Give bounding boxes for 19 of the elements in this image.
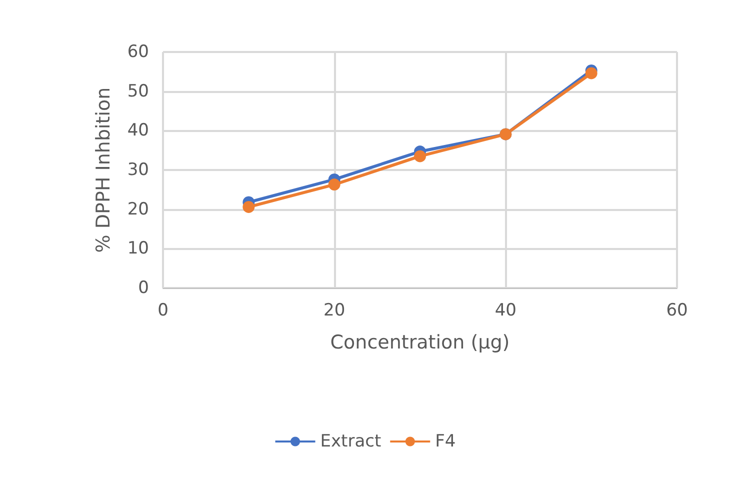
x-tick-label: 20 xyxy=(324,300,346,320)
point xyxy=(585,67,598,80)
x-tick-label: 60 xyxy=(666,300,688,320)
y-tick-label: 60 xyxy=(127,42,149,62)
y-tick-label: 50 xyxy=(127,81,149,102)
y-tick-label: 30 xyxy=(127,160,149,180)
y-axis-title: % DPPH Inhbition xyxy=(92,87,114,253)
legend-label: Extract xyxy=(320,432,382,452)
x-axis-title: Concentration (µg) xyxy=(330,332,510,354)
point xyxy=(414,150,426,162)
x-tick-label: 40 xyxy=(494,300,516,320)
legend-label: F4 xyxy=(435,432,456,452)
point xyxy=(328,178,340,191)
y-tick-label: 40 xyxy=(127,120,149,141)
y-tick-label: 10 xyxy=(127,238,149,259)
point xyxy=(242,200,255,213)
y-tick-label: 20 xyxy=(127,199,149,220)
y-tick-label: 0 xyxy=(138,278,149,298)
x-tick-label: 0 xyxy=(158,300,168,320)
